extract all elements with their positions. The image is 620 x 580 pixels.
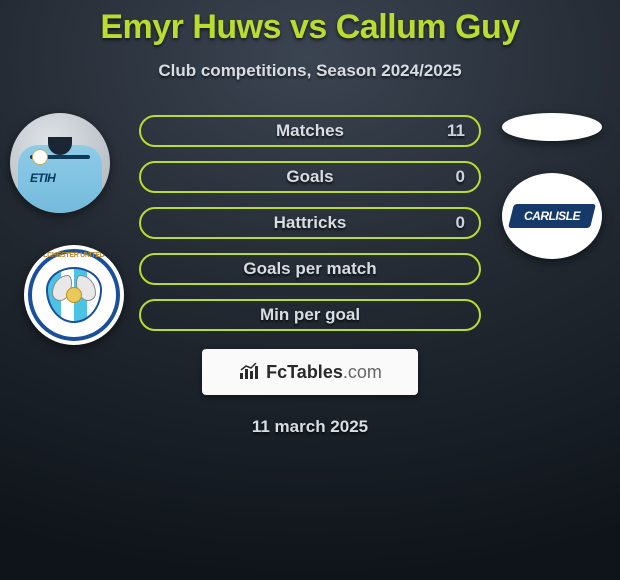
brand-text: FcTables.com [266, 362, 382, 383]
brand-suffix: .com [343, 362, 382, 382]
comparison-content: ETIH COLCHESTER UNITED FC CARLISLE Match… [0, 113, 620, 437]
stat-row-goals-per-match: Goals per match [139, 253, 481, 285]
stat-row-matches: Matches 11 [139, 115, 481, 147]
player-avatar-right [502, 113, 602, 141]
chart-icon [238, 363, 260, 381]
brand-name: FcTables [266, 362, 343, 382]
subtitle: Club competitions, Season 2024/2025 [0, 61, 620, 81]
date-text: 11 march 2025 [0, 417, 620, 437]
stat-row-goals: Goals 0 [139, 161, 481, 193]
page-title: Emyr Huws vs Callum Guy [0, 0, 620, 47]
stat-label: Goals per match [243, 259, 376, 279]
stat-value-right: 0 [456, 213, 465, 233]
brand-box[interactable]: FcTables.com [202, 349, 418, 395]
club-ring-text: COLCHESTER UNITED FC [24, 252, 124, 259]
stat-label: Hattricks [274, 213, 347, 233]
stat-label: Goals [286, 167, 333, 187]
stat-value-right: 11 [447, 121, 465, 141]
player-avatar-left: ETIH [10, 113, 110, 213]
carlisle-text: CARLISLE [524, 209, 580, 223]
stat-row-min-per-goal: Min per goal [139, 299, 481, 331]
right-badges: CARLISLE [502, 113, 602, 259]
club-badge-colchester: COLCHESTER UNITED FC [24, 245, 124, 345]
left-badges: ETIH COLCHESTER UNITED FC [10, 113, 124, 345]
stat-label: Min per goal [260, 305, 360, 325]
stats-list: Matches 11 Goals 0 Hattricks 0 Goals per… [139, 113, 481, 331]
stat-label: Matches [276, 121, 344, 141]
shirt-sponsor-text: ETIH [30, 171, 55, 185]
stat-value-right: 0 [456, 167, 465, 187]
club-badge-carlisle: CARLISLE [502, 173, 602, 259]
stat-row-hattricks: Hattricks 0 [139, 207, 481, 239]
